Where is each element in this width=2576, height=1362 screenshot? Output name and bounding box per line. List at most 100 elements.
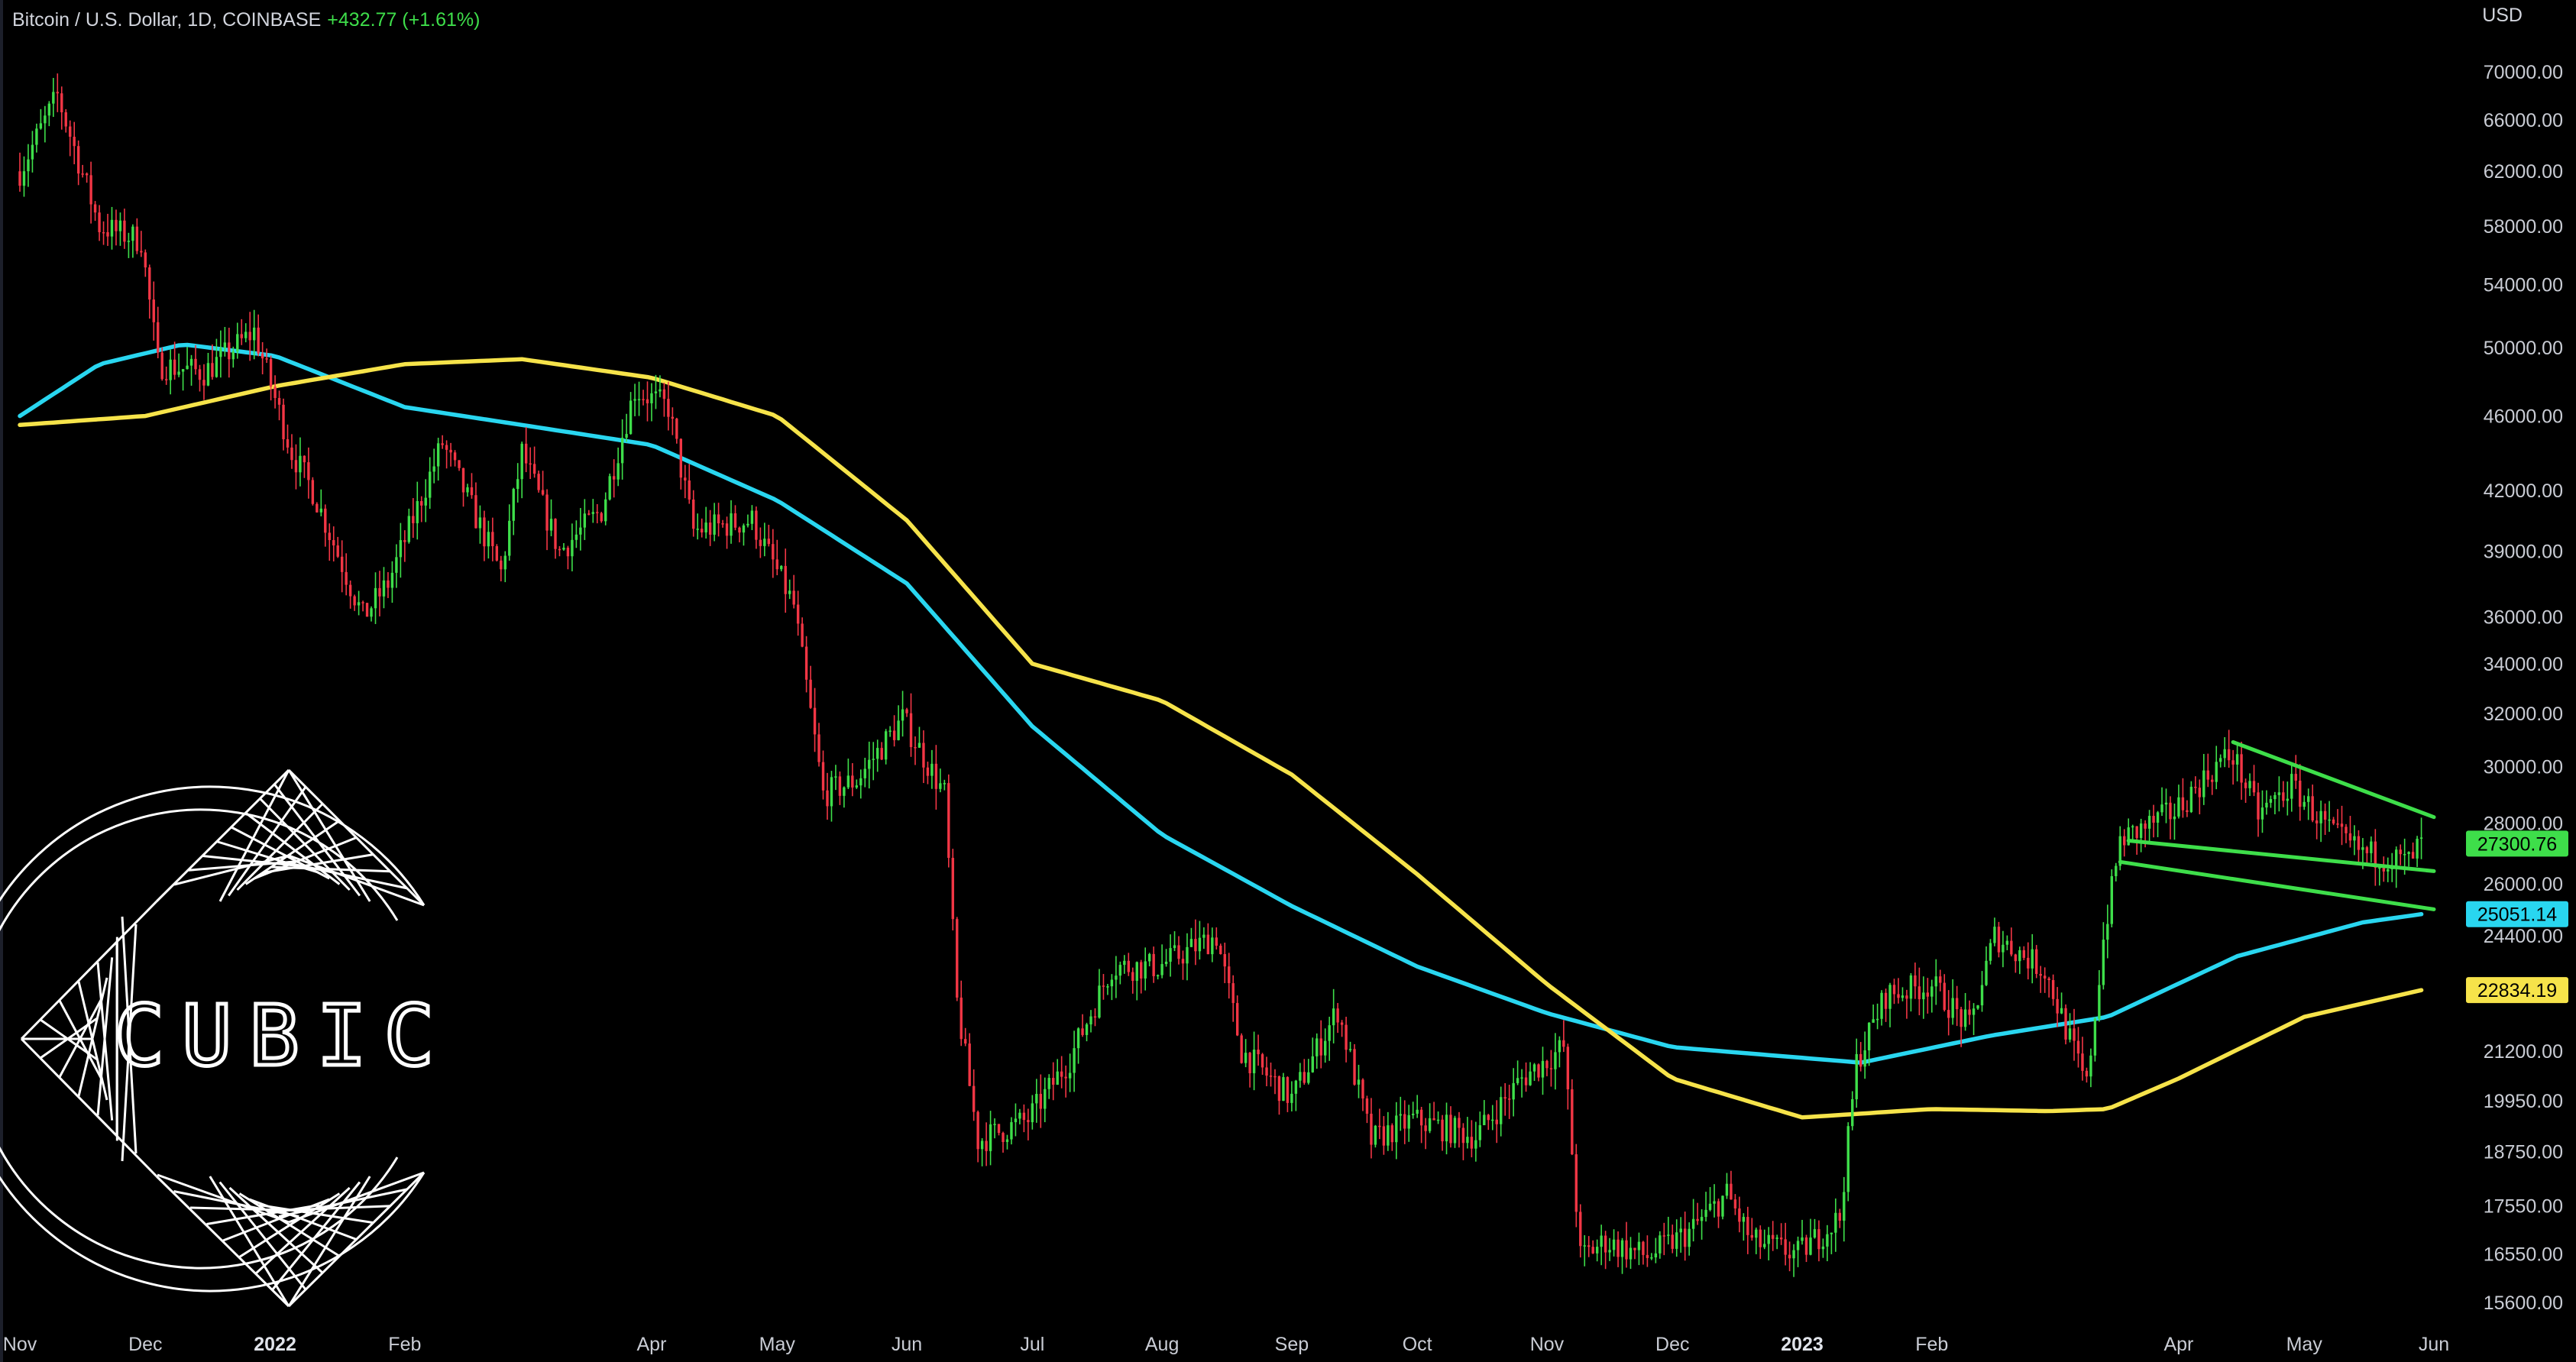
candle: [2076, 1027, 2080, 1068]
candle: [1696, 1202, 1699, 1225]
candle: [2064, 1004, 2067, 1045]
symbol-title[interactable]: Bitcoin / U.S. Dollar, 1D, COINBASE: [12, 9, 322, 31]
candle: [328, 523, 331, 561]
candle: [202, 364, 205, 400]
candle: [1240, 1033, 1243, 1064]
candle: [650, 383, 653, 422]
candle: [608, 473, 611, 501]
candle: [830, 771, 833, 822]
candle: [587, 510, 591, 516]
candle: [972, 1069, 976, 1121]
candle: [1591, 1240, 1594, 1254]
candle: [1725, 1173, 1729, 1199]
candle: [2374, 829, 2377, 886]
candle: [1779, 1223, 1783, 1245]
candle: [1073, 1030, 1076, 1092]
candle: [1771, 1221, 1775, 1251]
candle: [449, 442, 452, 467]
candle: [1328, 1017, 1331, 1061]
candle: [1520, 1069, 1523, 1098]
candle: [843, 786, 846, 808]
candle: [252, 309, 256, 360]
candle: [1884, 988, 1888, 1022]
candle: [600, 511, 603, 523]
currency-label[interactable]: USD: [2482, 5, 2523, 26]
candle: [700, 518, 704, 538]
candle: [1002, 1131, 1005, 1153]
price-tick-label: 54000.00: [2484, 274, 2563, 296]
candle: [1691, 1199, 1695, 1242]
price-change: +432.77 (+1.61%): [327, 9, 481, 31]
candle: [123, 209, 126, 249]
candle: [2365, 846, 2369, 863]
candle: [2039, 966, 2042, 993]
candle: [863, 758, 866, 788]
candle: [1562, 1020, 1565, 1053]
candle: [880, 742, 883, 761]
candle: [2177, 785, 2180, 819]
candle: [500, 555, 503, 582]
candle: [39, 108, 43, 130]
candle: [2353, 825, 2356, 856]
candle: [1044, 1077, 1047, 1123]
candle: [231, 346, 235, 368]
candle: [47, 101, 51, 127]
candle: [1671, 1225, 1674, 1254]
candle: [2257, 782, 2260, 837]
candle: [1461, 1123, 1465, 1160]
candle: [1537, 1063, 1540, 1082]
price-axis[interactable]: 70000.00 66000.00 62000.00 58000.00 54000.00…: [2484, 62, 2563, 1314]
candle: [1348, 1041, 1352, 1053]
candle: [503, 551, 506, 583]
candle: [144, 249, 147, 277]
candle: [487, 520, 490, 559]
candle: [855, 779, 859, 789]
candle: [909, 693, 913, 757]
moving-average-line[interactable]: [18, 357, 2424, 1120]
candle: [2370, 836, 2373, 863]
candle: [1574, 1144, 1578, 1228]
candle: [2303, 795, 2306, 810]
candle: [102, 221, 105, 245]
candle: [1629, 1237, 1633, 1270]
price-tick-label: 15600.00: [2484, 1292, 2563, 1314]
candle: [2110, 869, 2113, 928]
candle: [583, 499, 587, 540]
candle: [2152, 804, 2155, 838]
candle: [926, 762, 930, 785]
candle: [461, 467, 465, 507]
candle: [206, 352, 210, 387]
candle: [708, 510, 712, 546]
candle: [742, 523, 746, 546]
candle: [1817, 1220, 1820, 1262]
candle: [746, 514, 749, 528]
candle: [834, 765, 837, 791]
trendline[interactable]: [2118, 859, 2436, 911]
candle: [1763, 1229, 1766, 1250]
candle: [512, 487, 515, 535]
candle: [532, 446, 536, 478]
price-tick-label: 19950.00: [2484, 1091, 2563, 1112]
price-badges: 27300.76 25051.14 22834.19: [2466, 830, 2568, 1004]
moving-average-line[interactable]: [18, 342, 2424, 1065]
candle: [1353, 1043, 1356, 1086]
candle: [2123, 829, 2126, 857]
candle: [558, 545, 561, 557]
candle: [2056, 987, 2059, 1027]
candle: [1909, 972, 1913, 1012]
trendline[interactable]: [2126, 839, 2436, 873]
candle: [1554, 1033, 1557, 1090]
candle: [1730, 1170, 1733, 1200]
candle: [604, 492, 607, 526]
candle: [56, 73, 59, 112]
candle: [813, 687, 817, 752]
time-tick-label: 2023: [1781, 1334, 1824, 1355]
candle: [1056, 1059, 1059, 1085]
candle: [884, 729, 888, 765]
trendline[interactable]: [2231, 740, 2436, 820]
candle: [2018, 946, 2021, 975]
candle: [2202, 753, 2205, 805]
candle: [135, 218, 139, 254]
time-axis[interactable]: Nov Dec 2022 Feb Apr May Jun Jul Aug Sep Oct Nov Dec…: [3, 1334, 2449, 1355]
